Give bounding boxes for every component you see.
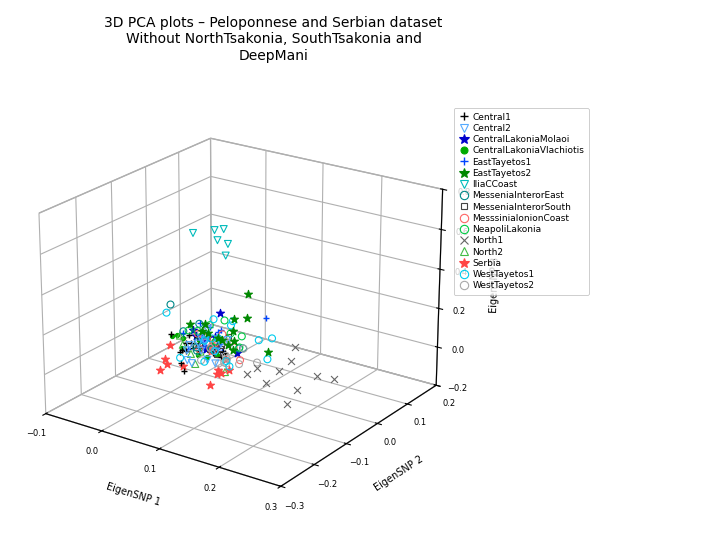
X-axis label: EigenSNP 1: EigenSNP 1	[105, 482, 161, 508]
Text: 3D PCA plots – Peloponnese and Serbian dataset
Without NorthTsakonia, SouthTsako: 3D PCA plots – Peloponnese and Serbian d…	[104, 16, 443, 63]
Legend: Central1, Central2, CentralLakoniaMolaoi, CentralLakoniaVlachiotis, EastTayetos1: Central1, Central2, CentralLakoniaMolaoi…	[454, 108, 589, 295]
Y-axis label: EigenSNP 2: EigenSNP 2	[372, 454, 425, 494]
